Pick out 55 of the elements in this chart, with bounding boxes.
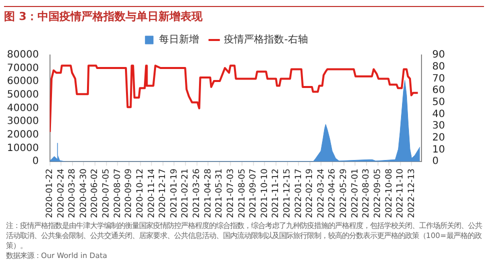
x-tick-label: 2022-08-03: [362, 168, 372, 218]
y2-tick-label: 10: [432, 144, 446, 156]
y-tick-label: 60000: [7, 76, 39, 88]
y2-tick-label: 30: [432, 120, 446, 132]
y-tick-label: 40000: [7, 102, 39, 114]
x-tick-label: 2022-07-01: [350, 168, 360, 218]
legend-label: 每日新增: [159, 34, 200, 46]
y2-tick-label: 20: [432, 132, 446, 144]
x-tick-label: 2021-12-15: [282, 168, 292, 218]
y-tick-label: 70000: [7, 62, 39, 74]
y-tick-label: 10000: [7, 142, 39, 154]
x-tick-label: 2020-08-07: [112, 168, 123, 218]
y2-tick-label: 90: [432, 50, 446, 61]
x-tick-label: 2022-02-19: [305, 168, 316, 218]
x-tick-label: 2021-11-12: [271, 168, 282, 218]
x-tick-label: 2021-05-31: [214, 168, 225, 218]
chart-title: 图 3：中国疫情严格指数与单日新增表现: [3, 9, 204, 25]
x-tick-label: 2020-09-09: [124, 168, 134, 218]
x-tick-label: 2020-06-02: [90, 168, 100, 218]
x-tick-label: 2021-08-05: [237, 168, 248, 218]
y2-tick-label: 50: [432, 96, 446, 108]
y2-tick-label: 70: [432, 73, 446, 84]
x-tick-label: 2021-10-10: [260, 168, 270, 218]
x-tick-label: 2020-12-17: [158, 168, 168, 218]
y-tick-label: 80000: [7, 50, 39, 61]
x-tick-label: 2021-02-21: [180, 168, 191, 218]
y2-tick-label: 0: [432, 156, 439, 168]
y-tick-label: 0: [32, 156, 39, 168]
legend-label: 疫情严格指数-右轴: [224, 34, 308, 46]
x-tick-label: 2021-09-07: [248, 168, 259, 218]
x-tick-label: 2020-10-12: [135, 168, 146, 218]
x-tick-label: 2022-12-13: [406, 168, 417, 218]
y2-tick-label: 80: [432, 61, 446, 72]
x-tick-label: 2020-04-30: [78, 168, 89, 218]
x-tick-label: 2020-02-24: [56, 168, 66, 218]
x-tick-label: 2022-03-24: [316, 168, 326, 218]
x-tick-label: 2022-09-05: [372, 168, 383, 218]
x-tick-label: 2022-11-10: [396, 168, 406, 218]
x-tick-label: 2020-01-22: [45, 168, 56, 218]
x-tick-label: 2021-04-28: [203, 168, 214, 218]
x-tick-label: 2022-01-17: [294, 168, 304, 218]
x-tick-label: 2021-01-19: [169, 168, 180, 218]
x-tick-label: 2020-11-14: [146, 168, 157, 218]
y-tick-label: 30000: [7, 116, 39, 128]
x-tick-label: 2022-10-08: [384, 168, 394, 218]
x-tick-label: 2022-05-29: [339, 168, 350, 218]
x-tick-label: 2021-07-03: [226, 168, 236, 218]
x-tick-label: 2020-03-28: [68, 168, 78, 218]
y2-tick-label: 60: [432, 85, 446, 96]
x-tick-label: 2020-07-05: [102, 168, 112, 218]
y-tick-label: 20000: [7, 130, 39, 141]
y-tick-label: 50000: [7, 90, 39, 101]
x-tick-label: 2021-03-26: [192, 168, 202, 218]
x-tick-label: 2022-04-26: [328, 168, 338, 218]
y2-tick-label: 40: [432, 108, 446, 120]
